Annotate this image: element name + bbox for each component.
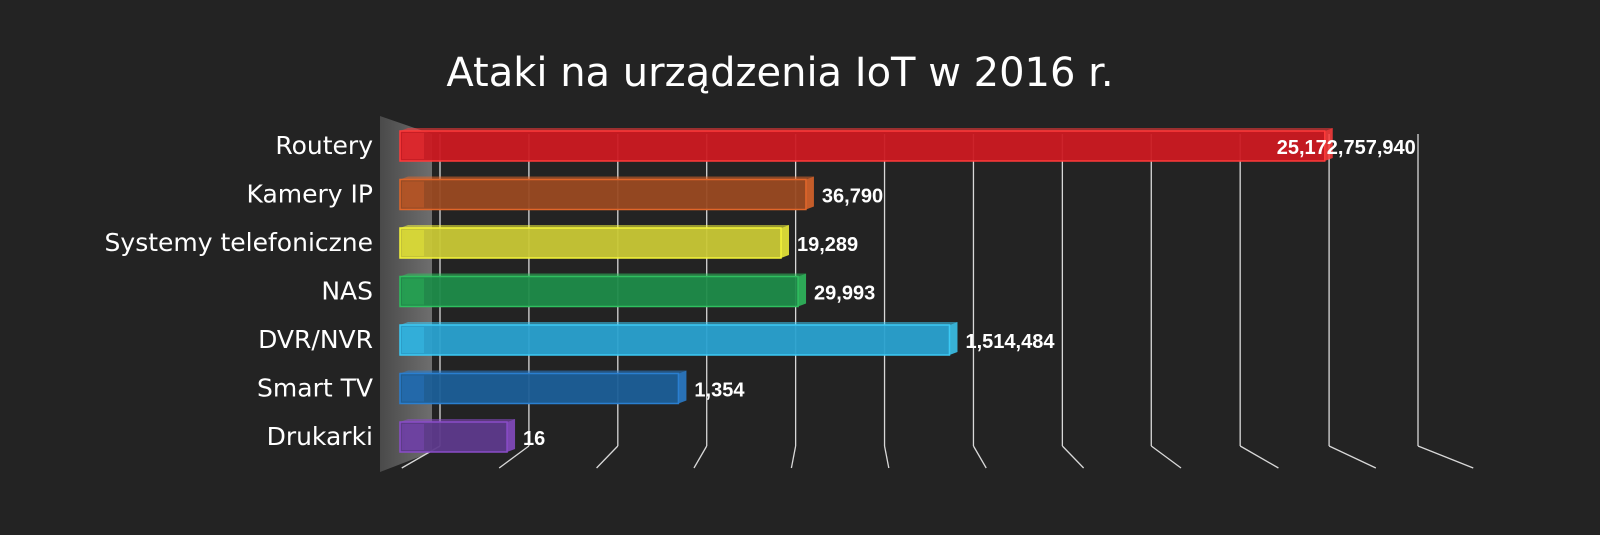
bar-highlight (402, 278, 424, 305)
bar-top (400, 176, 814, 180)
bar-highlight (402, 375, 424, 402)
bar-front (399, 275, 799, 308)
bar-highlight (402, 424, 424, 450)
value-label: 1,514,484 (965, 331, 1055, 353)
bar-front (399, 130, 1326, 162)
bar-highlight (402, 181, 424, 208)
bar-highlight (402, 230, 424, 256)
bars (399, 128, 1333, 453)
category-label: Systemy telefoniczne (105, 228, 373, 257)
chart-title: Ataki na urządzenia IoT w 2016 r. (446, 50, 1113, 96)
bar (399, 370, 687, 405)
bar (399, 176, 814, 211)
grid-floor-line (498, 445, 530, 469)
grid-floor-line (1417, 445, 1474, 469)
bar-front (399, 421, 508, 453)
category-label: Drukarki (267, 422, 373, 451)
value-label: 25,172,757,940 (1277, 137, 1416, 159)
bar-end (949, 322, 958, 355)
value-labels: 25,172,757,940 36,790 19,289 29,993 1,514,48… (523, 137, 1416, 450)
grid-floor-line (790, 445, 797, 469)
bar-end (678, 370, 687, 404)
category-label: DVR/NVR (258, 325, 373, 354)
bar (399, 419, 516, 453)
bar-highlight (402, 133, 424, 159)
bar-top (400, 370, 687, 374)
value-label: 1,354 (694, 380, 745, 402)
grid-floor-line (1061, 445, 1085, 469)
bar-top (400, 225, 790, 228)
value-label: 36,790 (822, 186, 883, 208)
category-label: NAS (321, 277, 373, 306)
bar-end (1324, 128, 1333, 161)
value-label: 16 (523, 428, 545, 450)
bar-top (400, 322, 958, 325)
bar-front (399, 227, 782, 259)
grid-floor-line (596, 445, 619, 469)
bar-top (400, 273, 807, 277)
bar (399, 322, 958, 356)
grid-floor-line (883, 445, 890, 469)
bar-top (400, 419, 516, 422)
bar-end (507, 419, 516, 452)
category-label: Kamery IP (247, 180, 373, 209)
bar-front (399, 372, 680, 405)
bar-end (781, 225, 790, 258)
bar-top (400, 128, 1333, 131)
bar (399, 273, 807, 308)
value-label: 29,993 (814, 283, 875, 305)
category-label: Routery (275, 131, 373, 160)
grid-floor-line (1150, 445, 1182, 469)
bar (399, 225, 790, 259)
grid-floor-line (972, 445, 987, 469)
category-label: Smart TV (257, 374, 373, 403)
bar-highlight (402, 327, 424, 353)
bar-front (399, 178, 807, 211)
category-labels: Routery Kamery IP Systemy telefoniczne NAS D… (105, 131, 374, 451)
grid-floor-line (1239, 445, 1279, 469)
grid-floor-line (693, 445, 708, 469)
grid-floor-line (1328, 445, 1377, 469)
bar-end (798, 273, 807, 307)
bar (399, 128, 1333, 162)
bar-end (805, 176, 814, 210)
value-label: 19,289 (797, 234, 858, 256)
bar-front (399, 324, 951, 356)
